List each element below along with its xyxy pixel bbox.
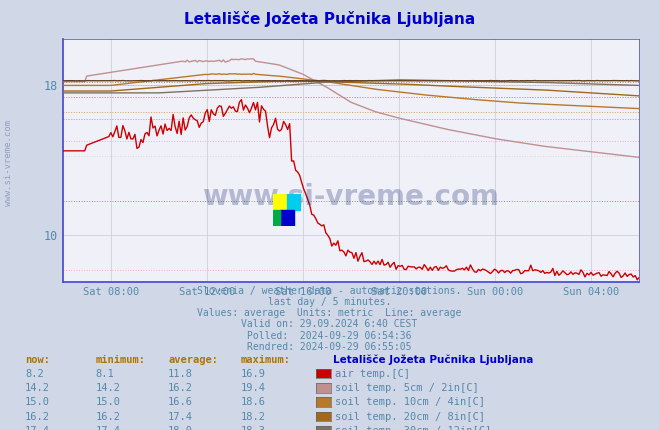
Text: www.si-vreme.com: www.si-vreme.com — [202, 183, 500, 211]
Text: 15.0: 15.0 — [96, 397, 121, 407]
Text: Values: average  Units: metric  Line: average: Values: average Units: metric Line: aver… — [197, 308, 462, 318]
Text: Polled:  2024-09-29 06:54:36: Polled: 2024-09-29 06:54:36 — [247, 331, 412, 341]
Text: 8.2: 8.2 — [25, 369, 43, 379]
Text: 17.4: 17.4 — [96, 426, 121, 430]
Text: 18.3: 18.3 — [241, 426, 266, 430]
Text: 18.2: 18.2 — [241, 412, 266, 421]
Text: soil temp. 10cm / 4in[C]: soil temp. 10cm / 4in[C] — [335, 397, 485, 407]
Text: minimum:: minimum: — [96, 355, 146, 365]
Text: www.si-vreme.com: www.si-vreme.com — [4, 120, 13, 206]
Text: maximum:: maximum: — [241, 355, 291, 365]
Text: soil temp. 5cm / 2in[C]: soil temp. 5cm / 2in[C] — [335, 383, 478, 393]
Text: air temp.[C]: air temp.[C] — [335, 369, 410, 379]
Text: 19.4: 19.4 — [241, 383, 266, 393]
Text: 16.2: 16.2 — [25, 412, 50, 421]
Text: 14.2: 14.2 — [96, 383, 121, 393]
Text: 16.2: 16.2 — [168, 383, 193, 393]
Text: 17.4: 17.4 — [25, 426, 50, 430]
Text: now:: now: — [25, 355, 50, 365]
Bar — [273, 194, 287, 210]
Bar — [281, 210, 294, 226]
Text: Valid on: 29.09.2024 6:40 CEST: Valid on: 29.09.2024 6:40 CEST — [241, 319, 418, 329]
Text: Rendred: 2024-09-29 06:55:05: Rendred: 2024-09-29 06:55:05 — [247, 342, 412, 352]
Text: Slovenia / weather data - automatic stations.: Slovenia / weather data - automatic stat… — [197, 286, 462, 296]
Text: 17.4: 17.4 — [168, 412, 193, 421]
Text: 14.2: 14.2 — [25, 383, 50, 393]
Text: soil temp. 20cm / 8in[C]: soil temp. 20cm / 8in[C] — [335, 412, 485, 421]
Text: average:: average: — [168, 355, 218, 365]
Text: 11.8: 11.8 — [168, 369, 193, 379]
Text: 16.6: 16.6 — [168, 397, 193, 407]
Text: soil temp. 30cm / 12in[C]: soil temp. 30cm / 12in[C] — [335, 426, 491, 430]
Text: Letališče Jožeta Pučnika Ljubljana: Letališče Jožeta Pučnika Ljubljana — [333, 355, 533, 365]
Text: 15.0: 15.0 — [25, 397, 50, 407]
Text: 16.9: 16.9 — [241, 369, 266, 379]
Text: 18.0: 18.0 — [168, 426, 193, 430]
Text: 16.2: 16.2 — [96, 412, 121, 421]
Text: 8.1: 8.1 — [96, 369, 114, 379]
Text: Letališče Jožeta Pučnika Ljubljana: Letališče Jožeta Pučnika Ljubljana — [184, 11, 475, 27]
Text: last day / 5 minutes.: last day / 5 minutes. — [268, 297, 391, 307]
Bar — [273, 210, 281, 226]
Text: 18.6: 18.6 — [241, 397, 266, 407]
Bar — [287, 194, 301, 210]
